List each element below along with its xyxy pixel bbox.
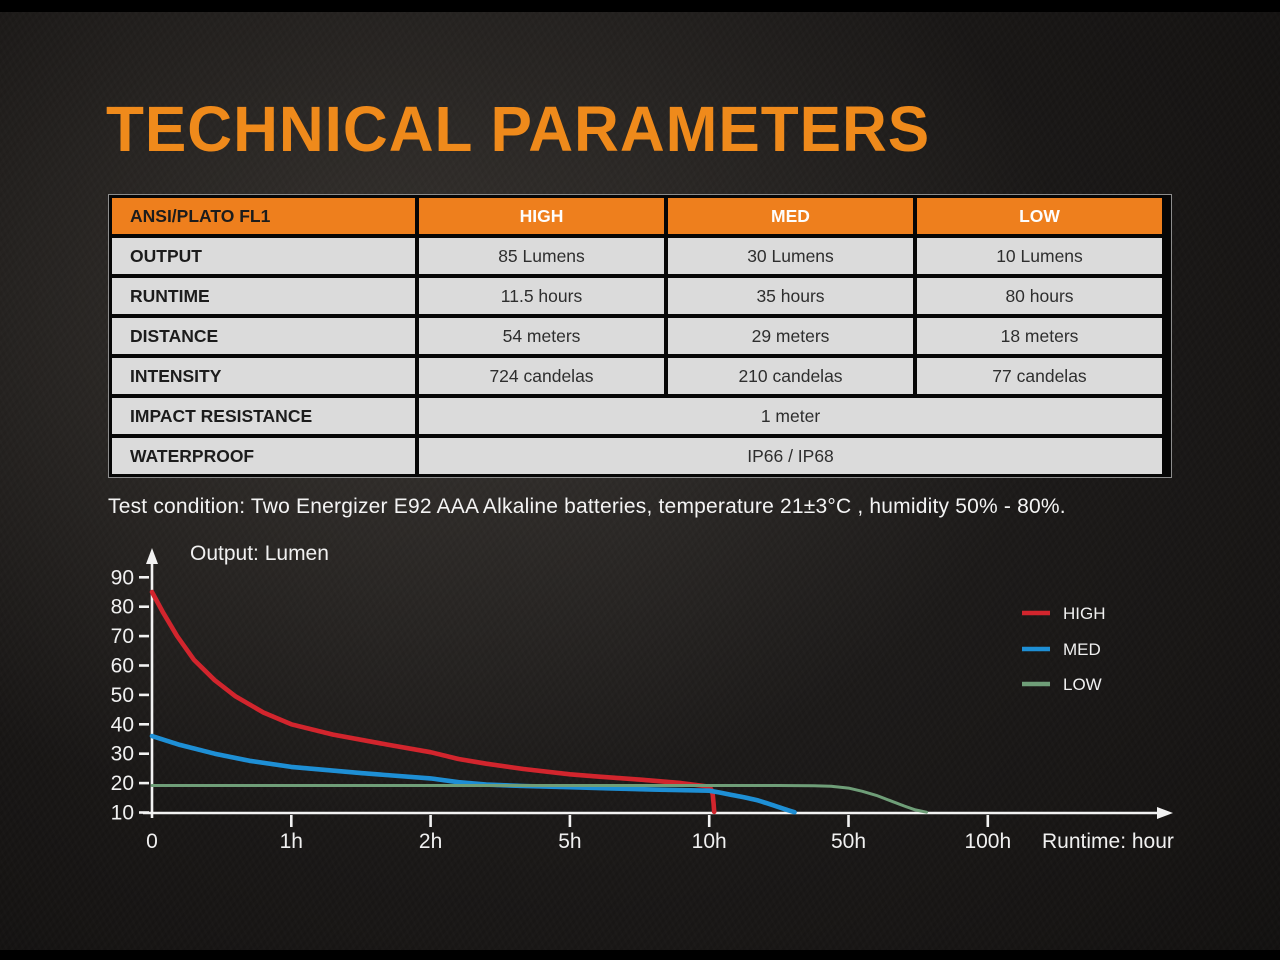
table-value-cell: 210 candelas — [668, 358, 913, 394]
page-title: TECHNICAL PARAMETERS — [106, 93, 931, 165]
table-row-label: OUTPUT — [112, 238, 415, 274]
table-value-cell: 54 meters — [419, 318, 664, 354]
table-value-cell: 18 meters — [917, 318, 1162, 354]
table-value-cell: IP66 / IP68 — [419, 438, 1162, 474]
test-condition-text: Test condition: Two Energizer E92 AAA Al… — [108, 495, 1066, 518]
table-row-label: INTENSITY — [112, 358, 415, 394]
table-row-label: RUNTIME — [112, 278, 415, 314]
table-header-cell: MED — [668, 198, 913, 234]
table-value-cell: 30 Lumens — [668, 238, 913, 274]
x-axis-title: Runtime: hour — [1042, 830, 1174, 853]
table-header-cell: LOW — [917, 198, 1162, 234]
x-tick-label: 0 — [146, 830, 158, 853]
series-med — [149, 733, 797, 815]
table-value-cell: 35 hours — [668, 278, 913, 314]
table-row-label: IMPACT RESISTANCE — [112, 398, 415, 434]
table-value-cell: 77 candelas — [917, 358, 1162, 394]
bottom-letterbox — [0, 950, 1280, 960]
table-row-label: WATERPROOF — [112, 438, 415, 474]
y-tick-label: 60 — [111, 655, 134, 678]
table-value-cell: 1 meter — [419, 398, 1162, 434]
top-letterbox — [0, 0, 1280, 12]
series-high — [149, 589, 717, 815]
y-tick-label: 70 — [111, 625, 134, 648]
y-tick-label: 90 — [111, 566, 134, 589]
legend-label-med: MED — [1063, 640, 1101, 659]
table-value-cell: 11.5 hours — [419, 278, 664, 314]
x-tick-label: 50h — [831, 830, 866, 853]
x-tick-label: 10h — [692, 830, 727, 853]
table-header-cell: HIGH — [419, 198, 664, 234]
y-axis-title: Output: Lumen — [190, 542, 329, 565]
table-value-cell: 724 candelas — [419, 358, 664, 394]
y-tick-label: 10 — [111, 802, 134, 825]
x-tick-label: 100h — [964, 830, 1011, 853]
y-axis-arrow — [146, 548, 158, 564]
table-row-label: DISTANCE — [112, 318, 415, 354]
table-value-cell: 29 meters — [668, 318, 913, 354]
table-value-cell: 80 hours — [917, 278, 1162, 314]
spec-table: ANSI/PLATO FL1 HIGH MED LOW OUTPUT 85 Lumens 3… — [112, 198, 1168, 474]
y-tick-label: 50 — [111, 684, 134, 707]
legend-label-high: HIGH — [1063, 604, 1106, 623]
y-tick-label: 80 — [111, 596, 134, 619]
x-tick-label: 1h — [280, 830, 303, 853]
spec-table-frame: ANSI/PLATO FL1 HIGH MED LOW OUTPUT 85 Lumens 3… — [108, 194, 1172, 478]
legend-label-low: LOW — [1063, 675, 1102, 694]
y-tick-label: 30 — [111, 743, 134, 766]
y-tick-label: 40 — [111, 713, 134, 736]
table-value-cell: 10 Lumens — [917, 238, 1162, 274]
table-header-cell: ANSI/PLATO FL1 — [112, 198, 415, 234]
x-axis-arrow — [1157, 807, 1173, 819]
y-tick-label: 20 — [111, 772, 134, 795]
x-tick-label: 2h — [419, 830, 442, 853]
series-low — [150, 784, 928, 814]
table-value-cell: 85 Lumens — [419, 238, 664, 274]
x-tick-label: 5h — [558, 830, 581, 853]
